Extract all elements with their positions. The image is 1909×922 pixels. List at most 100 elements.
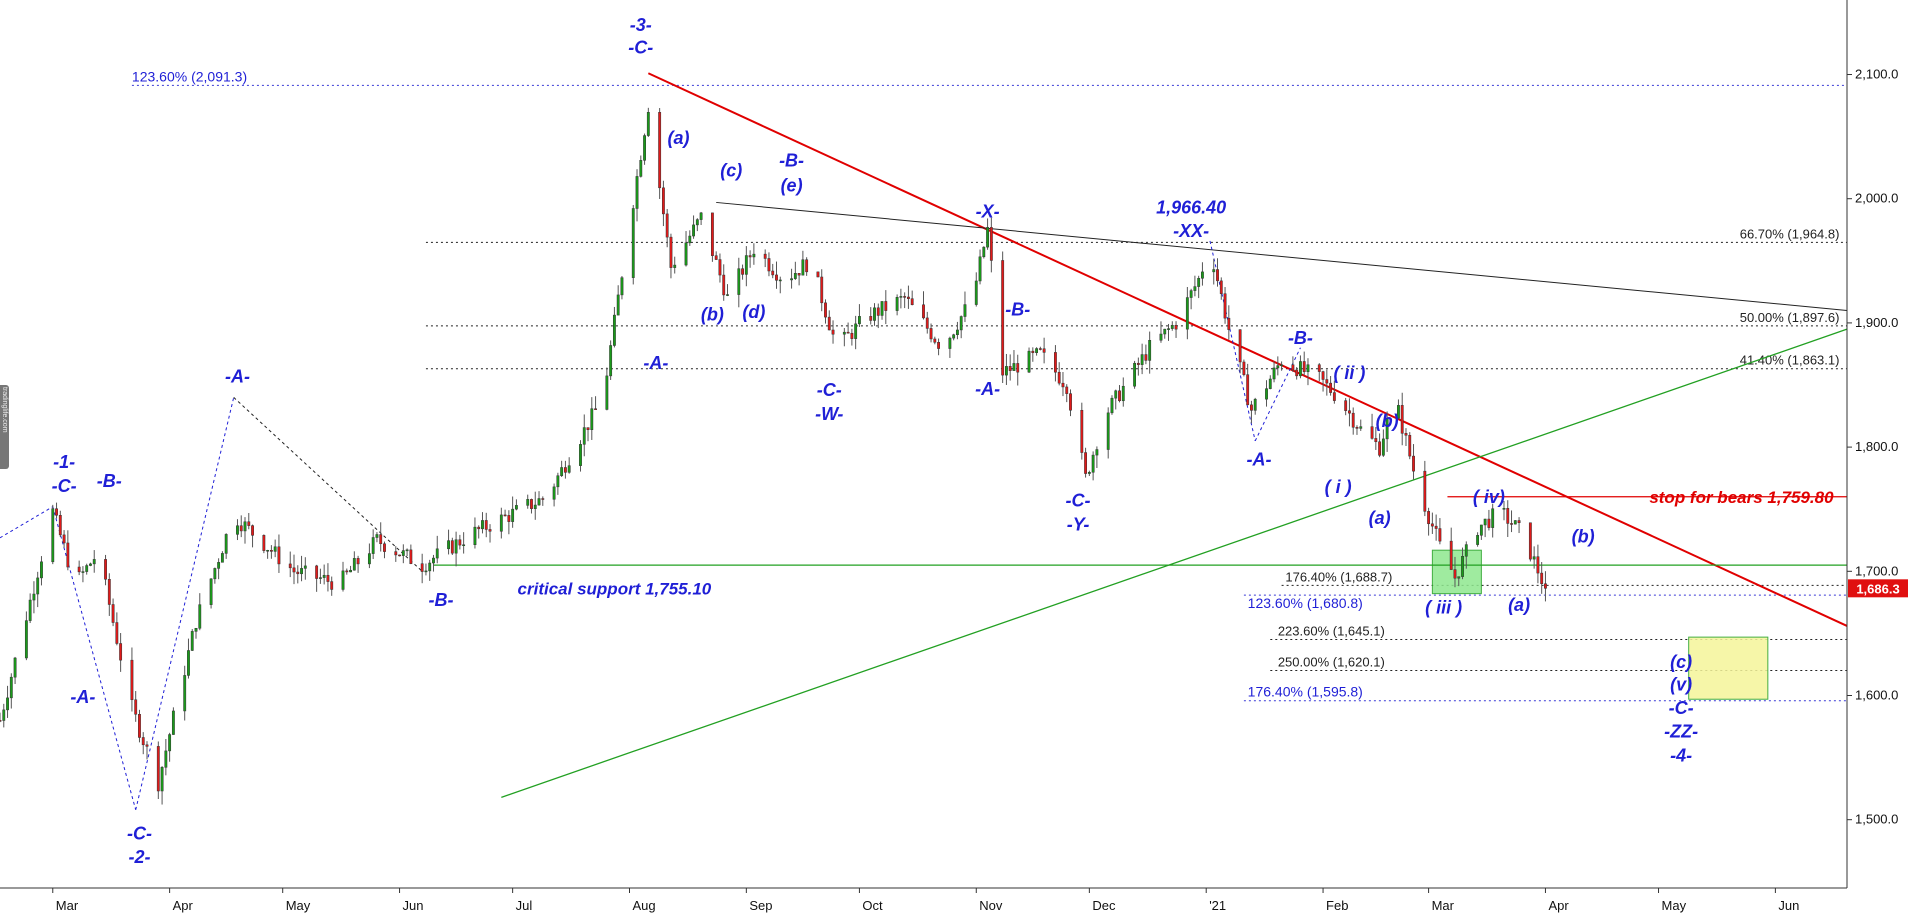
candle-body [605, 375, 609, 410]
candle-body [1325, 379, 1329, 384]
candle-body [1170, 324, 1174, 329]
wave-label: (a) [1508, 595, 1530, 615]
side-tab-label: tradinglife.com [1, 387, 8, 433]
candle-body [948, 337, 952, 349]
candle-body [801, 259, 805, 276]
x-tick-label: Jun [1778, 898, 1799, 913]
wave-label: -Y- [1067, 514, 1090, 534]
candle-body [51, 508, 55, 563]
y-tick-label: 2,000.0 [1855, 191, 1898, 206]
wave-label: -4- [1670, 745, 1692, 765]
candle-body [876, 307, 880, 316]
candle-body [880, 301, 884, 316]
x-tick-label: Jul [516, 898, 533, 913]
wave-label: -B- [1005, 299, 1030, 319]
candle-body [1378, 441, 1382, 456]
candle-body [213, 568, 217, 580]
candle-body [910, 298, 914, 306]
candle-body [187, 650, 190, 676]
candle-body [661, 187, 665, 215]
candle-body [1106, 412, 1110, 450]
wave-label: -X- [976, 201, 1000, 221]
candle-body [1121, 385, 1125, 402]
candle-body [763, 253, 767, 259]
candle-body [481, 520, 484, 530]
candle-body [1329, 382, 1333, 393]
candle-body [145, 744, 149, 747]
candle-body [982, 246, 986, 258]
candle-body [1355, 427, 1359, 429]
candle-body [104, 559, 107, 580]
candle-body [318, 577, 322, 579]
candle-body [1118, 390, 1121, 402]
candle-body [401, 550, 405, 556]
y-tick-label: 2,100.0 [1855, 67, 1898, 82]
candle-body [643, 135, 646, 161]
candle-body [190, 631, 194, 651]
candle-body [1185, 297, 1189, 330]
candle-body [138, 714, 141, 738]
candle-body [718, 259, 722, 276]
candle-body [511, 508, 515, 522]
y-tick-label: 1,900.0 [1855, 315, 1898, 330]
candle-body [1464, 544, 1468, 557]
fib-level-label: 123.60% (1,680.8) [1248, 595, 1363, 611]
candle-body [1246, 374, 1250, 406]
candle-body [1430, 523, 1434, 527]
candle-body [1253, 398, 1257, 411]
candle-body [251, 525, 254, 536]
candle-body [1144, 354, 1148, 361]
candle-body [341, 570, 345, 590]
candle-body [168, 734, 172, 752]
wave-label: -C- [127, 824, 152, 844]
candle-body [907, 296, 910, 299]
candle-body [1193, 286, 1197, 291]
candle-body [631, 208, 635, 278]
x-tick-label: Apr [1548, 898, 1569, 913]
candle-body [594, 408, 597, 410]
candle-body [62, 534, 66, 544]
candle-body [1536, 556, 1540, 574]
candle-body [1513, 520, 1517, 525]
candle-body [1189, 290, 1193, 298]
candle-body [1291, 364, 1295, 371]
trendline [52, 506, 137, 810]
candle-body [563, 467, 567, 473]
candle-body [1427, 511, 1431, 525]
trendline [0, 506, 54, 539]
wave-label: -C- [1669, 698, 1694, 718]
wave-label: -A- [1246, 450, 1271, 470]
candle-body [1506, 508, 1510, 524]
wave-label: -A- [70, 687, 95, 707]
candle-body [1219, 280, 1223, 294]
candle-body [1483, 518, 1487, 526]
candle-body [134, 699, 138, 715]
candle-body [247, 521, 251, 526]
candle-body [1268, 378, 1272, 389]
candle-body [986, 227, 989, 248]
side-tab[interactable]: tradinglife.com [0, 385, 9, 469]
fib-level-label: 50.00% (1,897.6) [1740, 310, 1840, 325]
x-tick-label: Feb [1326, 898, 1348, 913]
candle-body [741, 268, 744, 275]
x-tick-label: Nov [979, 898, 1003, 913]
candle-body [345, 570, 349, 573]
x-tick-label: Sep [749, 898, 772, 913]
candle-body [266, 550, 270, 552]
candle-body [326, 574, 330, 582]
candle-body [726, 294, 729, 296]
candle-body [831, 329, 835, 335]
candle-body [1280, 364, 1284, 367]
wave-label: ( iv) [1473, 487, 1505, 507]
candle-body [1001, 260, 1005, 376]
last-price-label: 1,686.3 [1856, 581, 1899, 596]
candle-body [55, 508, 58, 516]
candle-body [164, 750, 168, 768]
candle-body [383, 543, 386, 552]
candle-body [744, 255, 748, 275]
wave-label: (a) [1369, 508, 1391, 528]
candle-body [699, 212, 703, 220]
wave-label: (e) [781, 175, 803, 195]
candle-body [454, 539, 458, 554]
candle-body [1201, 271, 1204, 279]
